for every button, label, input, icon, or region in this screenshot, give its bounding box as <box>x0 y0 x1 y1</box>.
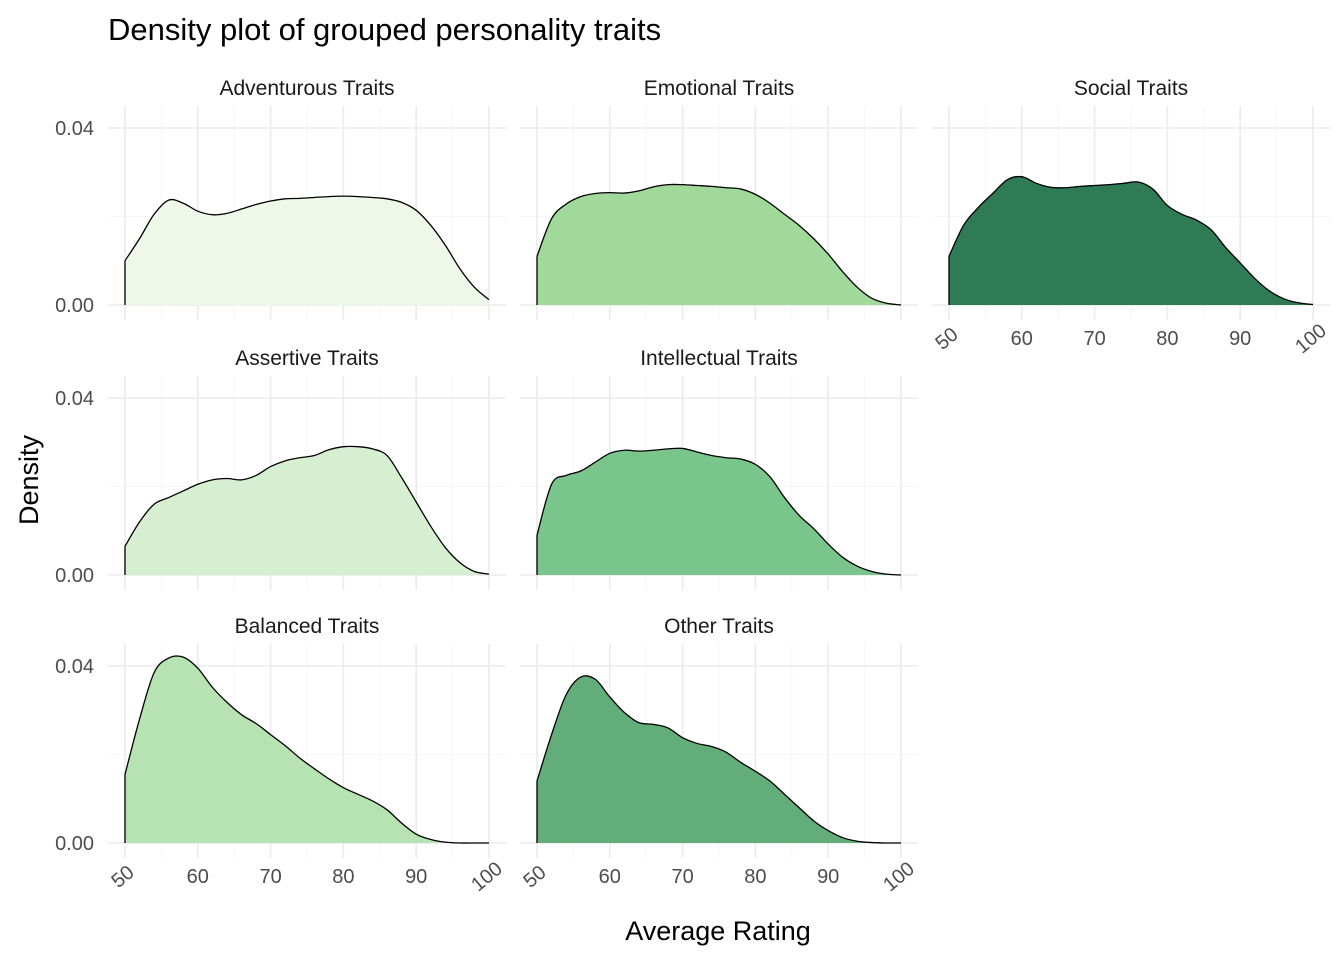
x-tick-label: 70 <box>1083 328 1105 350</box>
density-curve <box>124 655 489 844</box>
y-tick-label: 0.00 <box>55 565 94 587</box>
density-area <box>537 675 901 844</box>
x-tick-label: 80 <box>332 866 354 888</box>
facet-panel: Adventurous Traits 0.00 0.04 <box>55 77 506 320</box>
facet-strip-label: Intellectual Traits <box>640 347 798 370</box>
x-tick-label: 100 <box>467 858 507 896</box>
facet-panel: Intellectual Traits <box>520 347 918 590</box>
y-tick-label: 0.04 <box>55 118 94 140</box>
x-tick-label: 70 <box>259 866 281 888</box>
density-area <box>949 176 1313 305</box>
density-curve <box>536 183 902 306</box>
y-tick-label: 0.04 <box>55 388 94 410</box>
x-tick-label: 90 <box>405 866 427 888</box>
y-tick-label: 0.00 <box>55 295 94 317</box>
facet-panel: Emotional Traits <box>520 77 918 320</box>
facet-strip-label: Emotional Traits <box>644 77 795 100</box>
x-tick-label: 90 <box>1229 328 1251 350</box>
x-tick-label: 80 <box>744 866 766 888</box>
facet-strip-label: Other Traits <box>664 615 774 638</box>
x-tick-label: 50 <box>931 323 962 354</box>
x-tick-label: 100 <box>1291 320 1331 358</box>
x-tick-label: 90 <box>817 866 839 888</box>
y-tick-label: 0.00 <box>55 833 94 855</box>
density-curve <box>948 175 1314 306</box>
density-curve <box>536 675 902 844</box>
x-axis-title: Average Rating <box>625 916 811 946</box>
density-curve <box>124 195 490 301</box>
density-area <box>537 448 901 575</box>
facet-panel: Assertive Traits 0.00 0.04 <box>55 347 506 590</box>
facet-strip-label: Assertive Traits <box>235 347 379 370</box>
density-area <box>125 196 489 305</box>
x-tick-label: 60 <box>1011 328 1033 350</box>
x-tick-label: 60 <box>187 866 209 888</box>
density-area <box>125 446 489 575</box>
density-area <box>125 655 489 844</box>
density-curve <box>536 447 902 576</box>
facet-panel: Other Traits 50 60 70 80 90 100 <box>519 615 918 896</box>
x-tick-label: 80 <box>1156 328 1178 350</box>
chart-title: Density plot of grouped personality trai… <box>108 12 661 47</box>
facet-panel: Social Traits 50 60 70 80 90 100 <box>931 77 1330 358</box>
facet-strip-label: Social Traits <box>1074 77 1188 100</box>
x-tick-label: 50 <box>107 861 138 892</box>
facet-panels: Adventurous Traits 0.00 0.04 Emotional Trai… <box>55 77 1331 896</box>
density-curve <box>124 445 490 575</box>
y-axis-title: Density <box>14 434 44 525</box>
x-tick-label: 70 <box>671 866 693 888</box>
x-tick-label: 60 <box>599 866 621 888</box>
facet-strip-label: Balanced Traits <box>235 615 380 638</box>
x-tick-label: 50 <box>519 861 550 892</box>
y-tick-label: 0.04 <box>55 656 94 678</box>
x-tick-label: 100 <box>879 858 919 896</box>
density-area <box>537 184 901 305</box>
facet-panel: Balanced Traits 0.00 0.04 50 60 70 80 90 100 <box>55 615 507 896</box>
facet-strip-label: Adventurous Traits <box>219 77 394 100</box>
